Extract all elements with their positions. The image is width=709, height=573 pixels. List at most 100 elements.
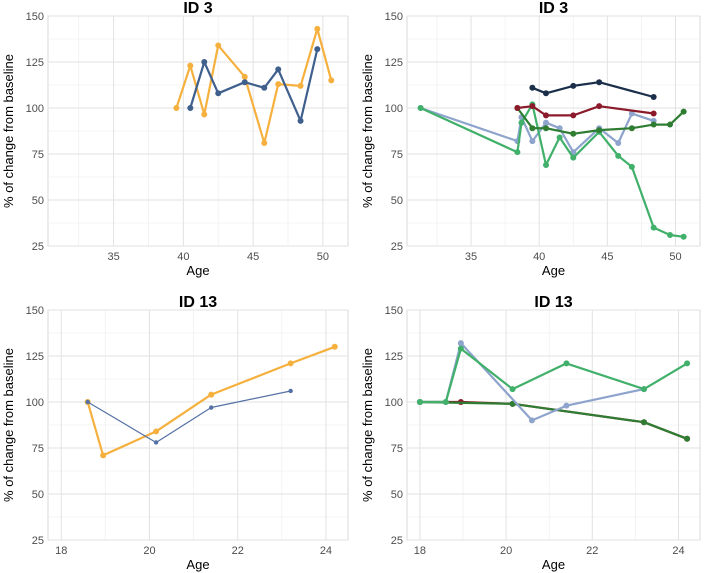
series-darkred [514,103,657,119]
data-point [288,388,293,394]
data-point [570,82,577,89]
data-point [543,162,550,169]
x-tick-label: 18 [414,545,426,557]
x-axis-label: Age [186,263,209,278]
data-point [596,103,603,110]
y-tick-label: 25 [391,535,403,547]
data-point [209,405,214,410]
panel-4: 18 20 22 24 25 50 75 100 125 150 ID 13 Age % of chan… [360,294,701,572]
data-point [543,90,550,97]
chart-title: ID 3 [539,0,568,17]
x-tick-label: 35 [107,251,119,263]
y-axis-label: % of change from baseline [1,348,16,502]
data-point [684,435,691,442]
data-point [208,391,215,398]
x-tick-label: 35 [465,251,477,263]
data-point [628,163,635,170]
data-point [529,103,536,110]
y-tick-label: 50 [391,489,403,501]
data-point [417,105,424,111]
data-point [85,399,90,405]
data-point [297,82,304,89]
series-line [189,47,319,123]
data-point [416,399,423,405]
data-point [650,110,657,117]
data-point [314,46,321,53]
data-point [442,399,449,405]
x-tick-label: 18 [55,545,67,557]
data-point [680,233,687,240]
data-point [615,139,622,146]
data-point [529,138,536,145]
panel-3: 18 20 22 24 25 50 75 100 125 150 ID 13 Age % of chan… [1,294,349,572]
x-tick-label: 22 [586,545,598,557]
y-tick-label: 100 [26,397,44,409]
data-point [628,125,635,132]
data-point [287,360,294,367]
data-point [570,112,577,119]
data-point [667,121,674,128]
series-darkgreen [416,399,691,442]
panel-1: 35 40 45 50 25 50 75 100 125 150 ID 3 Age % of chang… [1,0,349,278]
x-tick-label: 45 [247,251,259,263]
y-tick-label: 150 [26,11,44,23]
data-point [667,231,674,238]
data-point [640,419,647,426]
data-point [187,105,194,111]
x-tick-label: 24 [672,545,684,557]
x-axis-label: Age [542,263,565,278]
y-tick-label: 125 [26,351,44,363]
y-tick-label: 125 [26,57,44,69]
data-point [153,440,159,445]
y-tick-label: 50 [32,195,44,207]
data-point [215,90,222,97]
data-point [514,105,521,111]
data-point [201,59,208,65]
y-tick-label: 50 [391,195,403,207]
y-tick-label: 125 [385,351,403,363]
series-line [418,400,689,440]
data-point [556,134,563,141]
y-tick-label: 25 [32,535,44,547]
x-tick-label: 22 [232,545,244,557]
series-blue [85,388,293,445]
data-point [640,386,647,393]
data-point [297,117,304,124]
data-point [328,77,335,84]
data-point [201,111,208,118]
data-point [275,81,282,88]
series-green [416,345,691,405]
data-point [650,224,657,231]
data-point [615,152,622,159]
x-axis-label: Age [186,557,209,572]
data-point [173,105,180,111]
chart-title: ID 13 [534,294,572,311]
data-point [275,66,282,73]
y-axis-label: % of change from baseline [360,348,375,502]
data-point [628,110,635,117]
data-point [596,79,603,86]
y-tick-label: 25 [391,241,403,253]
data-point [261,139,268,146]
x-tick-label: 45 [601,251,613,263]
x-axis-label: Age [542,557,565,572]
data-point [100,452,107,459]
series-orange [173,25,335,146]
data-point [563,360,570,367]
y-tick-label: 100 [26,103,44,115]
panel-2: 35 40 45 50 25 50 75 100 125 150 ID 3 Age % of chang… [360,0,701,278]
x-tick-label: 40 [177,251,189,263]
x-tick-label: 20 [143,545,155,557]
y-tick-label: 25 [32,241,44,253]
y-tick-label: 50 [32,489,44,501]
x-tick-label: 50 [669,251,681,263]
data-point [529,125,536,132]
data-point [543,125,550,132]
chart-title: ID 13 [179,294,217,311]
chart-title: ID 3 [183,0,212,17]
series-line [175,27,333,145]
data-point [241,79,248,86]
y-tick-label: 75 [391,443,403,455]
y-tick-label: 150 [385,305,403,317]
